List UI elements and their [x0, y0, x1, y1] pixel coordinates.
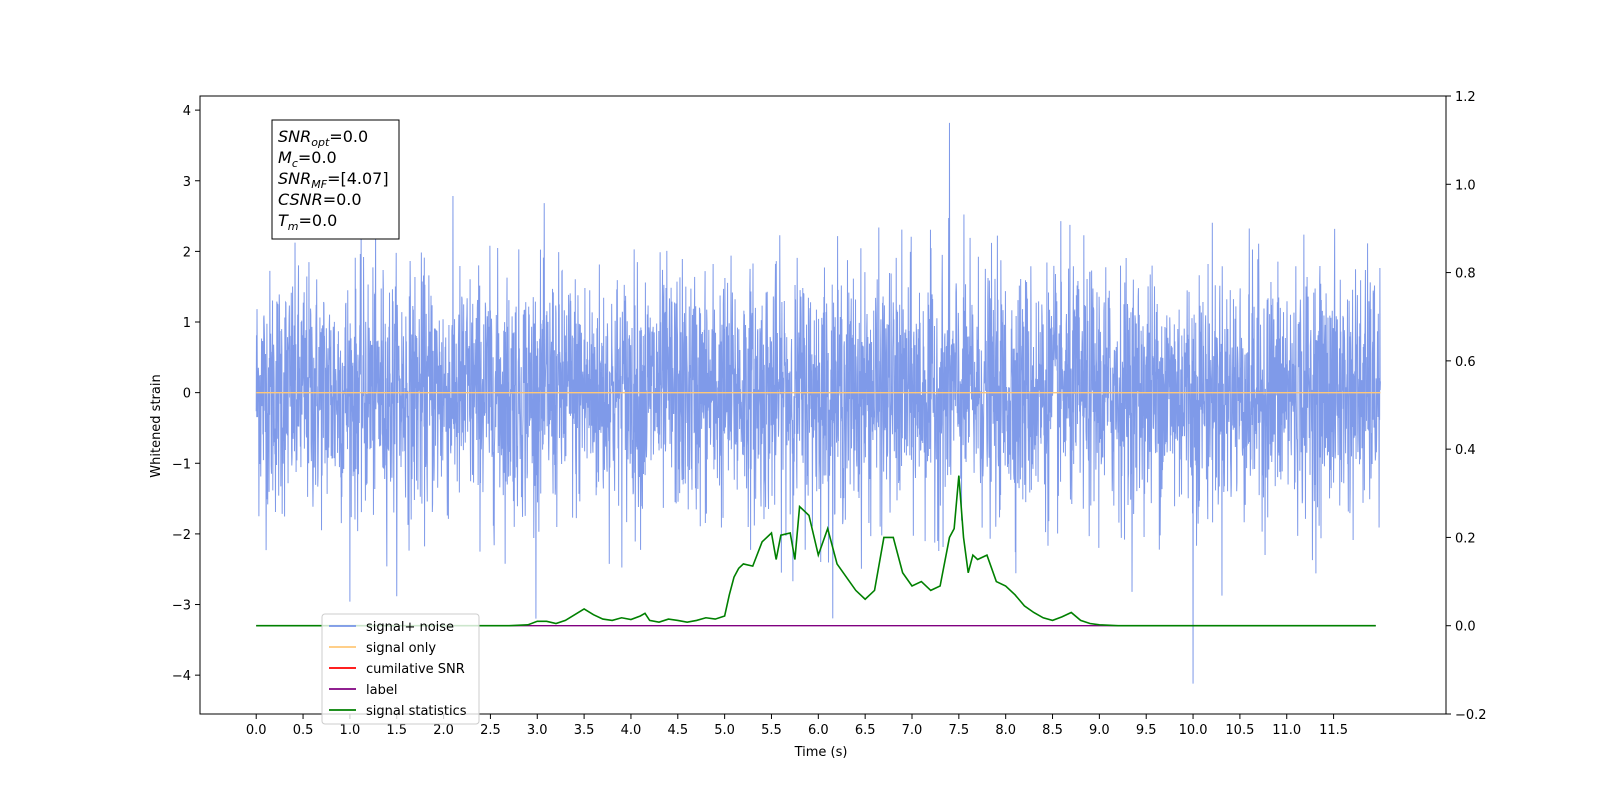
- legend-label: signal statistics: [366, 704, 467, 719]
- legend-label: signal only: [366, 641, 436, 656]
- legend-item: signal+ noise: [329, 620, 454, 635]
- x-tick-label: 5.5: [761, 723, 782, 738]
- legend-item: signal only: [329, 641, 436, 656]
- x-tick-label: 0.0: [246, 723, 267, 738]
- x-tick-label: 9.0: [1089, 723, 1110, 738]
- legend-label: label: [366, 683, 397, 698]
- y2-tick-label: 0.6: [1455, 355, 1476, 370]
- x-tick-label: 11.0: [1272, 723, 1301, 738]
- legend: signal+ noise signal only cumilative SNR la…: [321, 613, 480, 725]
- x-tick-label: 10.5: [1225, 723, 1254, 738]
- x-tick-label: 7.0: [902, 723, 923, 738]
- line-signal-plus-noise: [255, 122, 1381, 684]
- x-tick-label: 9.5: [1136, 723, 1157, 738]
- y-tick-label: 4: [183, 104, 191, 119]
- x-axis-label: Time (s): [794, 745, 848, 760]
- y2-tick-label: 0.2: [1455, 531, 1476, 546]
- annotation-line: CSNR=0.0: [278, 190, 362, 209]
- x-tick-label: 11.5: [1319, 723, 1348, 738]
- annotation-frame: [271, 119, 400, 240]
- series-signal-plus-noise: [255, 122, 1381, 684]
- y-tick-label: −4: [172, 669, 191, 684]
- x-tick-label: 7.5: [948, 723, 969, 738]
- legend-label: cumilative SNR: [366, 662, 465, 677]
- legend-frame: [321, 613, 480, 725]
- x-tick-label: 2.5: [480, 723, 501, 738]
- x-axis: 0.0 0.5 1.0 1.5 2.0 2.5 3.0 3.5 4.0 4.5 5.0 5.5 6.0 6…: [246, 714, 1348, 738]
- x-tick-label: 0.5: [293, 723, 314, 738]
- y-tick-label: 0: [183, 387, 191, 402]
- y2-tick-label: −0.2: [1455, 708, 1487, 723]
- x-tick-label: 1.5: [386, 723, 407, 738]
- legend-item: label: [329, 683, 397, 698]
- y-tick-label: −1: [172, 457, 191, 472]
- plot-frame: [199, 95, 1447, 715]
- y2-tick-label: 0.0: [1455, 620, 1476, 635]
- x-tick-label: 10.0: [1179, 723, 1208, 738]
- x-tick-label: 8.0: [995, 723, 1016, 738]
- y2-tick-label: 0.8: [1455, 267, 1476, 282]
- x-tick-label: 2.0: [433, 723, 454, 738]
- x-tick-label: 6.5: [855, 723, 876, 738]
- line-signal-statistics: [256, 475, 1376, 627]
- x-tick-label: 1.0: [340, 723, 361, 738]
- y-axis-left: 4 3 2 1 0 −1 −2 −3 −4: [172, 104, 200, 684]
- legend-label: signal+ noise: [366, 620, 454, 635]
- y-tick-label: 3: [183, 175, 191, 190]
- x-tick-label: 4.0: [621, 723, 642, 738]
- legend-item: cumilative SNR: [329, 662, 465, 677]
- y-tick-label: −2: [172, 528, 191, 543]
- x-tick-label: 8.5: [1042, 723, 1063, 738]
- y-tick-label: 2: [183, 245, 191, 260]
- y2-tick-label: 1.0: [1455, 178, 1476, 193]
- x-tick-label: 3.0: [527, 723, 548, 738]
- y2-tick-label: 0.4: [1455, 443, 1476, 458]
- annotation-line: SNRopt=0.0: [278, 127, 368, 149]
- y-tick-label: −3: [172, 599, 191, 614]
- y-axis-right: 1.2 1.0 0.8 0.6 0.4 0.2 0.0 −0.2: [1446, 90, 1487, 723]
- annotation-line: SNRMF=[4.07]: [278, 169, 389, 191]
- y2-tick-label: 1.2: [1455, 90, 1476, 105]
- x-tick-label: 5.0: [714, 723, 735, 738]
- legend-item: signal statistics: [329, 704, 467, 719]
- x-tick-label: 4.5: [667, 723, 688, 738]
- annotation-line: Tm=0.0: [278, 211, 337, 233]
- y-tick-label: 1: [183, 316, 191, 331]
- x-tick-label: 6.0: [808, 723, 829, 738]
- x-tick-label: 3.5: [574, 723, 595, 738]
- y-axis-label: Whitened strain: [149, 374, 164, 477]
- annotation-line: Mc=0.0: [278, 148, 337, 170]
